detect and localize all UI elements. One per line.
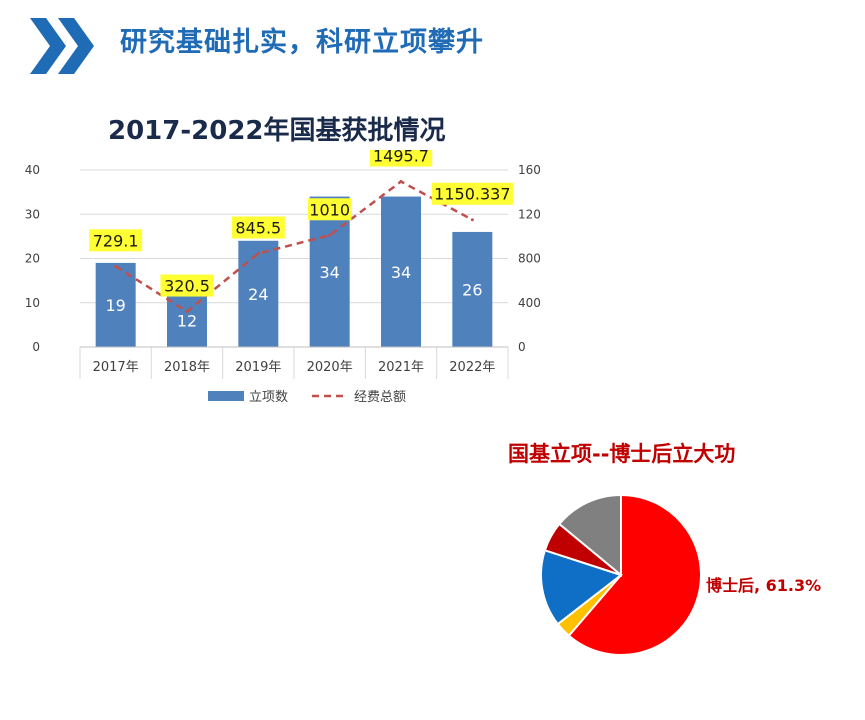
line-series [114,180,474,314]
slide-title: 研究基础扎实，科研立项攀升 [120,27,484,58]
double-chevron-icon [30,18,94,74]
legend-bar-label: 立项数 [249,390,288,405]
chart-legend: 立项数 经费总额 [208,390,406,405]
combo-chart: 19 12 24 34 34 26 729.1 320.5 845.5 1010 1495.7 115… [25,150,540,405]
line-point [185,310,189,314]
line-point [470,218,474,222]
bar-value-label: 26 [462,280,482,299]
x-tick-label: 2018年 [164,360,210,375]
line-value-text: 729.1 [93,231,139,250]
y-left-tick-label: 20 [25,252,40,266]
bar-2019年 [238,240,279,347]
label-highlight [231,216,285,239]
y-right-tick-label: 1600 [518,163,540,177]
y-left-tick-label: 10 [25,296,40,310]
line-value-label: 1010 [307,198,352,221]
line-value-label: 1150.337 [431,182,513,205]
line-value-text: 1010 [309,200,350,219]
y-left-tick-label: 0 [32,340,40,354]
legend-bar-swatch [208,391,244,401]
label-highlight [160,274,214,297]
bar-2018年 [167,293,207,347]
pie-slice-0 [567,493,702,656]
pie-chart-title: 国基立项--博士后立大功 [508,442,736,466]
line-value-label: 729.1 [89,229,143,252]
bar-2021年 [381,196,421,347]
y-right-tick-label: 0 [518,340,526,354]
y-right-tick-label: 1200 [518,207,540,221]
line-series-path [114,180,473,314]
line-point [114,264,118,268]
line-point [399,180,403,184]
line-value-text: 1150.337 [434,185,510,204]
label-highlight [369,150,433,167]
combo-chart-title: 2017-2022年国基获批情况 [108,116,446,146]
line-point [328,233,332,237]
y-left-tick-label: 40 [25,163,40,177]
pie-slice-label: 博士后, 61.3% [706,576,821,595]
line-value-text: 845.5 [235,218,281,237]
x-tick-label: 2021年 [378,360,424,375]
data-labels: 19 12 24 34 34 26 729.1 320.5 845.5 1010 1495.7 115… [89,150,513,330]
x-tick-label: 2022年 [449,360,495,375]
chart-axes: 0102030400400800120016002017年2018年2019年2… [25,163,540,379]
bar-value-label: 34 [391,263,411,282]
y-right-tick-label: 800 [518,252,540,266]
line-value-text: 320.5 [164,277,210,296]
line-value-label: 320.5 [160,274,214,297]
bar-value-label: 34 [319,263,339,282]
line-value-label: 1495.7 [369,150,433,167]
bar-value-label: 12 [177,311,197,330]
bar-2017年 [95,262,136,347]
bar-2020年 [309,196,350,347]
line-value-text: 1495.7 [373,150,429,166]
x-tick-label: 2017年 [93,360,139,375]
line-value-label: 845.5 [231,216,285,239]
bar-2022年 [452,231,493,347]
label-highlight [307,198,352,221]
y-left-tick-label: 30 [25,207,40,221]
bar-value-label: 19 [105,296,125,315]
label-highlight [431,182,513,205]
pie-slice-4 [557,493,622,578]
pie-labels: 博士后, 61.3% [706,576,821,595]
slide-header: 研究基础扎实，科研立项攀升 [0,0,865,90]
bar-value-label: 24 [248,285,268,304]
label-highlight [89,229,143,252]
bar-series [95,196,493,347]
x-tick-label: 2019年 [235,360,281,375]
x-tick-label: 2020年 [307,360,353,375]
pie-chart: 博士后, 61.3% [540,493,821,656]
pie-slices [540,493,702,656]
line-point [256,251,260,255]
y-right-tick-label: 400 [518,296,540,310]
legend-line-label: 经费总额 [354,390,406,405]
